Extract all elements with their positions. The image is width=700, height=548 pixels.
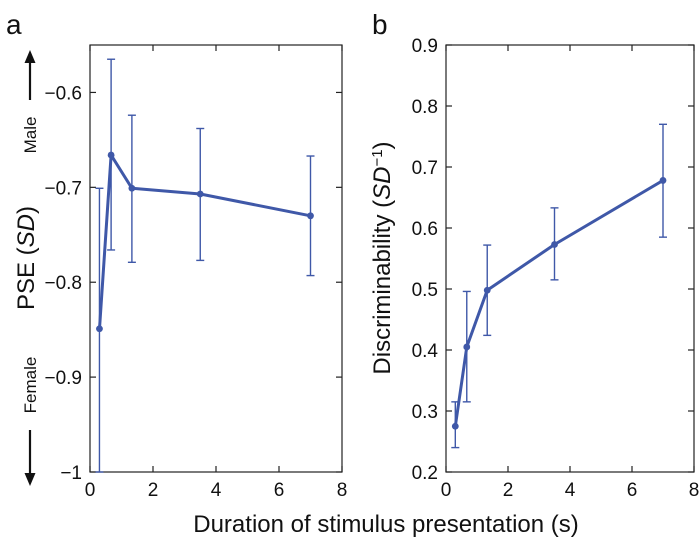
panel-b-ytick-label: 0.8 [412, 97, 438, 118]
panel-b-frame [445, 44, 695, 473]
panel-a-point [196, 190, 204, 198]
female-label: Female [21, 357, 40, 414]
panel-b-ytick-label: 0.3 [412, 402, 438, 423]
male-label: Male [21, 117, 40, 154]
panel-b-ytick-label: 0.6 [412, 219, 438, 240]
panel-b-ytick-label: 0.9 [412, 36, 438, 57]
panel-b-xtick-label: 2 [503, 480, 514, 501]
panel-a-point [107, 151, 115, 159]
panel-a-xtick-label: 8 [337, 480, 348, 501]
panel-b-ylabel-pre: Discriminability ( [369, 200, 396, 375]
panel-b-ytick-label: 0.4 [412, 341, 439, 362]
panel-a-ylabel-italic: SD [13, 214, 40, 247]
female-arrow-icon [24, 430, 36, 486]
panel-a-y-ticks: −1 −0.9 −0.8 −0.7 −0.6 [44, 83, 342, 484]
panel-a-error-bars [95, 58, 315, 473]
panel-a-ytick-label: −0.9 [44, 368, 82, 389]
panel-b-xtick-label: 8 [689, 480, 700, 501]
panel-b-ylabel-italic: SD [369, 167, 396, 200]
panel-a-point [128, 184, 136, 192]
panel-b-xtick-label: 4 [565, 480, 576, 501]
panel-a-xtick-label: 4 [211, 480, 222, 501]
panel-a-frame [89, 44, 343, 473]
panel-b-series-line [453, 179, 664, 427]
panel-a-ytick-label: −1 [60, 463, 82, 484]
panel-a-ytick-label: −0.7 [44, 178, 82, 199]
panel-a-point [307, 212, 314, 220]
panel-b-point [463, 343, 471, 351]
panel-a-ytick-label: −0.6 [44, 83, 82, 104]
panel-a-ylabel-pre: PSE ( [13, 247, 40, 310]
panel-b-x-ticks: 0 2 4 6 8 [441, 45, 700, 501]
panel-a-series-line [98, 153, 311, 329]
panel-a-xtick-label: 6 [274, 480, 285, 501]
panel-b-ytick-label: 0.5 [412, 280, 438, 301]
panel-b-points [451, 177, 667, 430]
panel-b-y-ticks: 0.2 0.3 0.4 0.5 0.6 0.7 0.8 0.9 [412, 36, 694, 484]
panel-a-ylabel: PSE (SD) [13, 206, 40, 310]
panel-a-letter: a [6, 9, 22, 40]
panel-b-ylabel: Discriminability (SD−1) [369, 141, 396, 374]
panel-a-xtick-label: 2 [148, 480, 159, 501]
panel-a-ylabel-post: ) [13, 206, 40, 214]
panel-b-point [451, 422, 459, 430]
panel-b-ytick-label: 0.2 [412, 463, 438, 484]
panel-b-xtick-label: 6 [627, 480, 638, 501]
panel-b-letter: b [372, 9, 388, 40]
panel-a-x-ticks: 0 2 4 6 8 [85, 45, 348, 501]
panel-a-point [96, 325, 103, 333]
male-arrow-icon [24, 50, 36, 100]
panel-b-point [659, 177, 667, 184]
panel-b-ylabel-sup: −1 [369, 149, 386, 166]
panel-a: a 0 2 4 6 8 −1 −0.9 −0.8 −0.7 −0.6 PSE (SD) Male… [6, 9, 347, 501]
panel-b-ylabel-post: ) [369, 141, 396, 149]
panel-b-xtick-label: 0 [441, 480, 452, 501]
panel-b-point [551, 241, 558, 248]
panel-a-points [96, 151, 314, 333]
panel-b-ytick-label: 0.7 [412, 158, 438, 179]
panel-b-error-bars [451, 123, 667, 449]
panel-a-ytick-label: −0.8 [44, 273, 82, 294]
shared-xlabel: Duration of stimulus presentation (s) [193, 511, 579, 538]
panel-b: b 0 2 4 6 8 0.2 0.3 0.4 0.5 0.6 0.7 0.8 0.9 Discrim… [369, 9, 699, 501]
panel-b-point [483, 286, 491, 294]
panel-a-xtick-label: 0 [85, 480, 96, 501]
